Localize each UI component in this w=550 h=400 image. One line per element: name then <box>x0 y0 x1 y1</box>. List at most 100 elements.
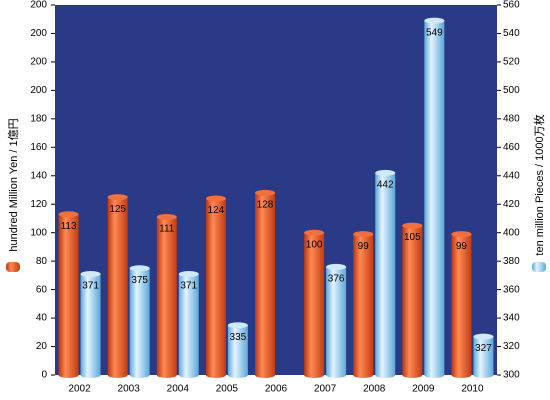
y2-tick-label: 520 <box>503 57 520 68</box>
bar <box>227 322 248 378</box>
data-label: 549 <box>426 27 443 38</box>
bar-part <box>107 194 128 201</box>
bar-part <box>375 172 396 375</box>
x-tick-label: 2002 <box>68 384 91 395</box>
bar <box>473 333 494 378</box>
data-label: 105 <box>404 232 421 243</box>
x-tick-label: 2010 <box>461 384 484 395</box>
data-label: 124 <box>208 205 225 216</box>
bar-part <box>255 372 275 378</box>
bar-part <box>255 192 275 375</box>
bar <box>107 194 128 378</box>
bar-part <box>473 336 494 375</box>
bar-part <box>402 225 423 375</box>
y2-tick-label: 300 <box>503 370 520 381</box>
bar <box>326 263 347 378</box>
plot-area <box>55 5 497 375</box>
bar-part <box>451 231 472 238</box>
y-tick-label: 20 <box>36 341 48 352</box>
bar <box>304 229 325 378</box>
y2-tick-label: 320 <box>503 341 520 352</box>
data-label: 111 <box>159 224 175 235</box>
bar-part <box>402 372 423 378</box>
y-tick-label: 80 <box>36 256 48 267</box>
x-tick-label: 2003 <box>118 384 141 395</box>
y2-tick-label: 480 <box>503 113 520 124</box>
bar-part <box>58 372 79 378</box>
y2-tick-label: 420 <box>503 199 520 210</box>
bar <box>424 17 445 378</box>
bar-part <box>375 169 396 176</box>
bar-part <box>326 266 347 375</box>
y-tick-label: 200 <box>30 85 47 96</box>
bar-part <box>129 372 150 378</box>
bar-part <box>205 372 226 378</box>
x-tick-label: 2009 <box>412 384 435 395</box>
bar <box>156 214 177 378</box>
bar-part <box>80 270 101 277</box>
x-tick-label: 2005 <box>216 384 239 395</box>
bar-part <box>156 217 177 375</box>
y-tick-label: 160 <box>30 142 47 153</box>
bar-part <box>424 20 445 376</box>
y2-tick-label: 360 <box>503 284 520 295</box>
y-tick-label: 40 <box>36 313 48 324</box>
bar-part <box>178 270 199 277</box>
y2-tick-label: 540 <box>503 28 520 39</box>
bar-part <box>227 325 248 375</box>
bar-part <box>58 211 79 218</box>
bar-part <box>451 234 472 375</box>
data-label: 100 <box>306 239 323 250</box>
bar-part <box>304 229 325 236</box>
bar <box>129 265 150 378</box>
bar <box>375 169 396 378</box>
bar-part <box>326 263 347 270</box>
y-tick-label: 200 <box>30 0 47 11</box>
data-label: 113 <box>61 221 77 232</box>
bar-part <box>156 372 177 378</box>
y-tick-label: 60 <box>36 284 48 295</box>
bar-part <box>402 222 423 229</box>
bar-part <box>473 333 494 340</box>
bar-part <box>205 195 226 202</box>
bar-part <box>58 214 79 375</box>
bar-part <box>80 273 101 375</box>
bar-part <box>375 372 396 378</box>
legend-swatch <box>6 262 20 272</box>
x-tick-label: 2008 <box>363 384 386 395</box>
y2-tick-label: 500 <box>503 85 520 96</box>
bar-part <box>80 372 101 378</box>
bar <box>451 231 472 378</box>
y2-axis-title: ten million Pieces / 1000万枚 <box>532 114 546 255</box>
bar <box>58 211 79 378</box>
bar-part <box>473 372 494 378</box>
bar-part <box>353 372 374 378</box>
bar-part <box>129 268 150 375</box>
y2-tick-label: 460 <box>503 142 520 153</box>
bar-part <box>107 197 128 375</box>
data-label: 99 <box>456 241 468 252</box>
y-tick-label: 100 <box>30 227 47 238</box>
x-tick-label: 2007 <box>314 384 337 395</box>
data-label: 327 <box>475 343 492 354</box>
bar-part <box>304 232 325 375</box>
y-tick-label: 0 <box>41 370 47 381</box>
bar-part <box>107 372 128 378</box>
bar-part <box>129 265 150 272</box>
x-tick-label: 2004 <box>167 384 190 395</box>
y-tick-label: 120 <box>30 199 47 210</box>
bar-part <box>353 231 374 238</box>
bar-part <box>353 234 374 375</box>
y-tick-label: 180 <box>30 113 47 124</box>
data-label: 128 <box>257 199 274 210</box>
bar <box>80 270 101 378</box>
bar-part <box>424 372 445 378</box>
y-tick-label: 200 <box>30 28 47 39</box>
data-label: 125 <box>109 204 126 215</box>
y2-tick-label: 340 <box>503 313 520 324</box>
bar <box>353 231 374 378</box>
data-label: 375 <box>131 275 148 286</box>
bar-part <box>178 372 199 378</box>
y2-tick-label: 400 <box>503 227 520 238</box>
